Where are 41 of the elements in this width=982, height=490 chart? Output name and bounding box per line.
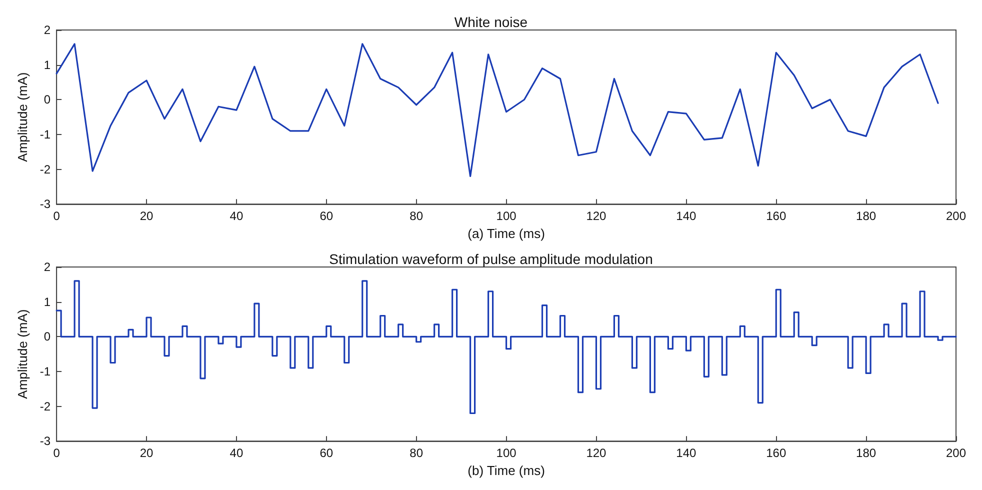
x-tick-label: 140 [676,209,697,224]
line-series [56,43,939,178]
y-tick-label: -3 [40,434,51,448]
x-tick-label: 40 [230,209,244,224]
x-tick-label: 120 [586,446,607,460]
y-tick-label: -3 [40,197,51,212]
y-tick-label: 2 [44,260,51,274]
y-axis-title: Amplitude (mA) [15,309,30,399]
y-tick-label: 0 [44,330,51,344]
x-tick-label: 160 [766,446,786,460]
x-tick-label: 80 [410,209,424,224]
y-tick-label: -2 [40,162,51,176]
y-tick-label: 2 [44,23,51,37]
x-tick-label: 180 [856,446,876,460]
x-tick-label: 60 [320,209,334,224]
x-tick-label: 40 [230,446,244,460]
x-tick-label: 200 [946,446,966,460]
x-tick-label: 60 [320,446,334,460]
chart-title: Stimulation waveform of pulse amplitude modulation [329,251,653,267]
x-tick-label: 180 [856,209,876,224]
x-tick-label: 0 [53,446,60,460]
y-tick-label: 1 [44,294,51,309]
x-tick-label: 100 [496,446,517,460]
x-tick-label: 160 [766,209,786,224]
y-tick-label: 1 [44,58,51,72]
x-tick-label: 140 [676,446,697,460]
y-tick-label: -1 [40,364,51,378]
y-tick-label: 0 [44,92,51,107]
x-tick-label: 80 [410,446,424,460]
x-axis-title: (b) Time (ms) [468,463,545,478]
x-tick-label: 120 [586,209,607,224]
x-tick-label: 20 [140,209,154,224]
x-tick-label: 200 [946,209,966,224]
x-tick-label: 20 [140,446,154,460]
chart-title: White noise [454,14,528,30]
x-tick-label: 0 [53,209,60,224]
x-axis-title: (a) Time (ms) [468,226,545,241]
y-axis-title: Amplitude (mA) [15,72,30,162]
y-tick-label: -1 [40,127,51,142]
x-tick-label: 100 [496,209,517,224]
y-tick-label: -2 [40,399,51,414]
